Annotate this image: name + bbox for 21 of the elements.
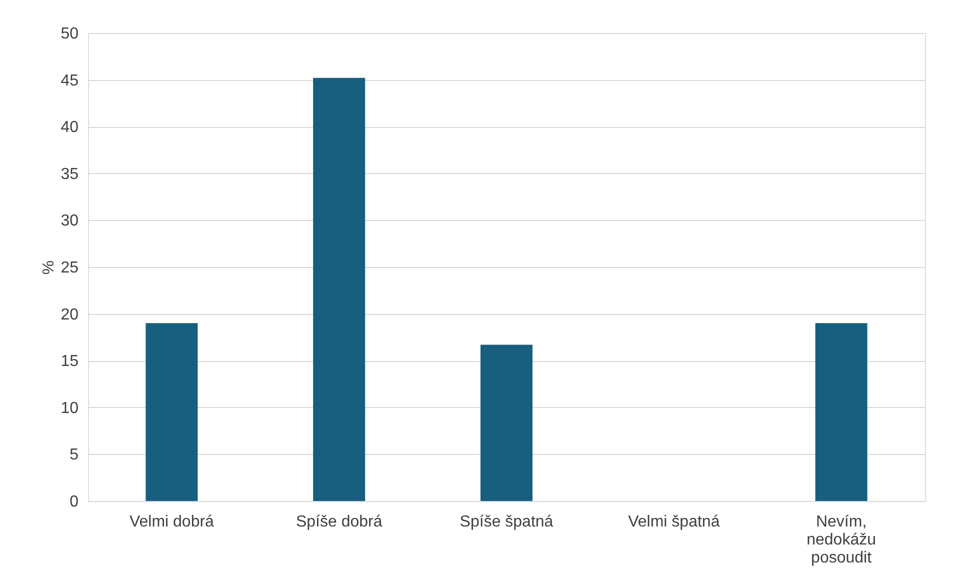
y-tick-label: 10: [60, 400, 79, 417]
y-tick-label: 25: [60, 260, 79, 276]
y-tick-label: 35: [60, 166, 79, 183]
x-tick-label: Spíše dobrá: [296, 514, 382, 530]
y-tick-label: 40: [60, 119, 79, 136]
y-tick-label: 15: [60, 353, 79, 370]
y-axis-title: %: [40, 260, 58, 275]
y-tick-label: 5: [70, 446, 79, 464]
bar: [815, 323, 868, 501]
bar: [313, 78, 366, 501]
bar: [146, 323, 198, 501]
y-tick-label: 0: [70, 494, 79, 510]
x-tick-label: Spíše špatná: [460, 514, 554, 530]
y-tick-label: 30: [60, 212, 79, 230]
x-tick-label: Nevím, nedokážu posoudit: [806, 514, 876, 566]
bar: [480, 344, 532, 501]
y-tick-label: 45: [60, 72, 79, 90]
y-tick-label: 20: [60, 306, 79, 324]
x-tick-label: Velmi špatná: [628, 514, 720, 530]
y-tick-label: 50: [60, 26, 79, 42]
x-tick-label: Velmi dobrá: [129, 514, 214, 530]
